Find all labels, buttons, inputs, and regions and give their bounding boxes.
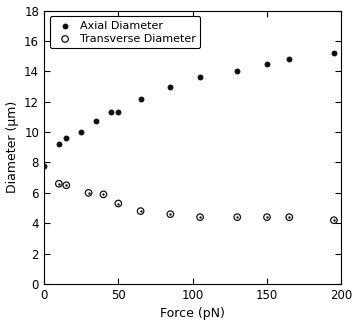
Axial Diameter [138,96,144,101]
Point [264,215,270,220]
Transverse Diameter [197,215,203,220]
Point [197,215,203,220]
Point [138,209,144,214]
Point [63,183,69,188]
Transverse Diameter [101,192,106,197]
Point [234,215,240,220]
Transverse Diameter [115,201,121,206]
Axial Diameter [286,57,292,62]
Transverse Diameter [264,215,270,220]
Transverse Diameter [168,212,173,217]
Axial Diameter [264,61,270,66]
Axial Diameter [234,69,240,74]
Transverse Diameter [86,190,91,196]
Transverse Diameter [331,218,337,223]
Point [86,190,91,196]
Point [56,181,62,186]
Axial Diameter [93,119,99,124]
Axial Diameter [108,110,114,115]
Transverse Diameter [138,209,144,214]
Point [331,218,337,223]
Legend: Axial Diameter, Transverse Diameter: Axial Diameter, Transverse Diameter [49,16,200,48]
Axial Diameter [197,75,203,80]
Transverse Diameter [63,183,69,188]
Axial Diameter [168,84,173,89]
Axial Diameter [78,129,84,135]
Point [115,201,121,206]
Axial Diameter [331,51,337,56]
Y-axis label: Diameter (μm): Diameter (μm) [6,101,19,193]
Transverse Diameter [56,181,62,186]
Axial Diameter [115,110,121,115]
Point [101,192,106,197]
Point [286,215,292,220]
Transverse Diameter [286,215,292,220]
Axial Diameter [41,163,47,168]
X-axis label: Force (pN): Force (pN) [160,307,225,320]
Axial Diameter [56,141,62,147]
Transverse Diameter [234,215,240,220]
Axial Diameter [63,136,69,141]
Point [168,212,173,217]
